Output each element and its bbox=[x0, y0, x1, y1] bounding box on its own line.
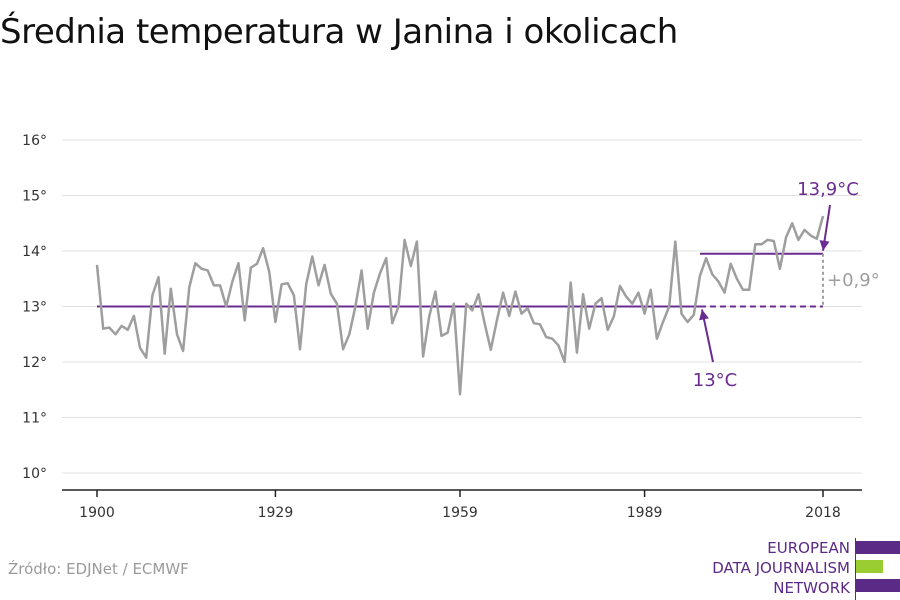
logo-bar-bottom bbox=[856, 579, 900, 592]
x-axis: 1900 1929 1959 1989 2018 bbox=[62, 489, 862, 521]
logo-line-2: DATA JOURNALISM bbox=[712, 559, 850, 577]
x-tick-label: 1900 bbox=[79, 505, 115, 521]
annotation-arrow-recent-head bbox=[819, 240, 830, 251]
y-tick-label: 11° bbox=[22, 411, 47, 427]
y-tick-label: 16° bbox=[22, 133, 47, 149]
annotation-baseline: 13°C bbox=[693, 370, 737, 391]
plot-area bbox=[95, 215, 825, 396]
x-tick-label: 1959 bbox=[442, 505, 478, 521]
edjnet-logo: EUROPEAN DATA JOURNALISM NETWORK bbox=[700, 538, 900, 600]
x-tick-label: 1929 bbox=[258, 505, 294, 521]
logo-line-1: EUROPEAN bbox=[767, 539, 850, 557]
x-tick-label: 1989 bbox=[627, 505, 663, 521]
y-axis: 10° 11° 12° 13° 14° 15° 16° bbox=[22, 133, 47, 482]
annotations: 13,9°C 13°C +0,9° bbox=[693, 179, 880, 391]
chart-title: Średnia temperatura w Janina i okolicach bbox=[0, 12, 678, 52]
logo-divider bbox=[855, 538, 856, 600]
logo-bar-top bbox=[856, 541, 900, 554]
logo-line-3: NETWORK bbox=[773, 579, 850, 597]
source-note: Źródło: EDJNet / ECMWF bbox=[8, 560, 189, 578]
y-tick-label: 12° bbox=[22, 355, 47, 371]
y-tick-label: 15° bbox=[22, 189, 47, 205]
x-tick-label: 2018 bbox=[805, 505, 841, 521]
annotation-recent-mean: 13,9°C bbox=[797, 179, 859, 200]
annotation-arrow-baseline-head bbox=[699, 309, 709, 321]
temperature-series-line bbox=[95, 215, 825, 396]
y-tick-label: 10° bbox=[22, 466, 47, 482]
y-tick-label: 13° bbox=[22, 300, 47, 316]
y-tick-label: 14° bbox=[22, 244, 47, 260]
annotation-difference: +0,9° bbox=[827, 270, 880, 291]
logo-bar-middle bbox=[856, 560, 883, 573]
